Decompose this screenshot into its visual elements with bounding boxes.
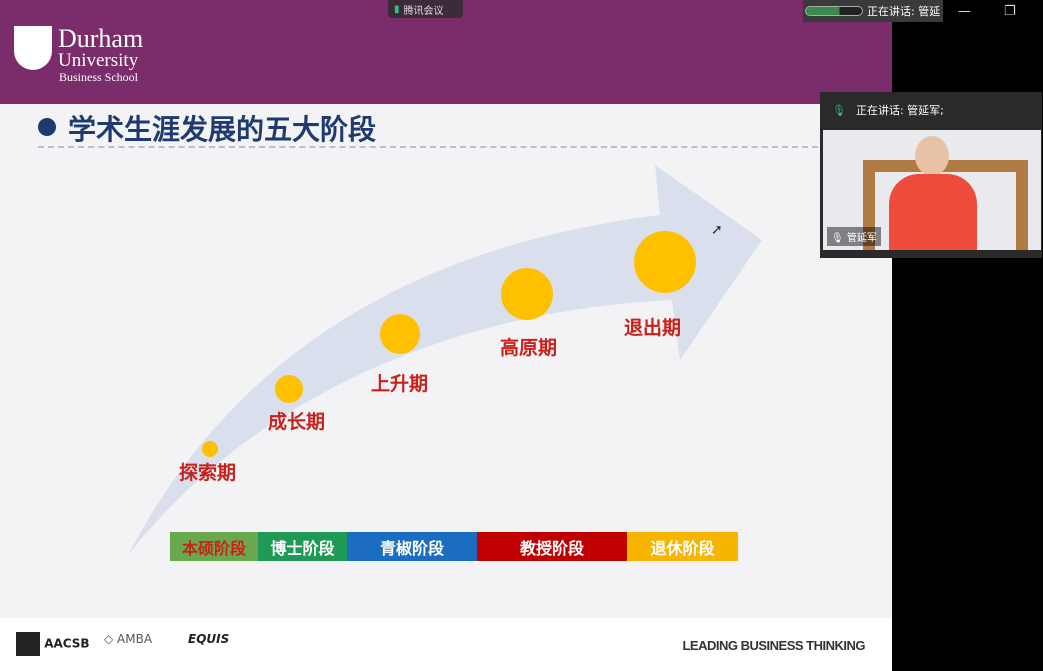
speaking-text: 正在讲话: 管延 bbox=[867, 5, 941, 18]
audio-meter bbox=[805, 6, 863, 16]
phase-circle bbox=[501, 268, 553, 320]
phase-label: 退出期 bbox=[624, 317, 682, 339]
slide-title: 学术生涯发展的五大阶段 bbox=[68, 113, 377, 146]
presentation-slide: Durham University Business School 学术生涯发展… bbox=[0, 0, 892, 671]
divider bbox=[38, 146, 818, 148]
stage-segment: 教授阶段 bbox=[477, 532, 627, 561]
participant-video: 🎙 管延军 bbox=[823, 130, 1041, 250]
stage-segment: 青椒阶段 bbox=[347, 532, 477, 561]
growth-arrow-diagram bbox=[128, 165, 762, 555]
meeting-status-bar[interactable]: ▮ 腾讯会议 bbox=[388, 0, 463, 18]
phase-circle bbox=[275, 375, 303, 403]
mouse-cursor-icon: ➚ bbox=[711, 222, 723, 238]
phase-label: 成长期 bbox=[268, 411, 326, 433]
person-body bbox=[889, 174, 977, 250]
logo-line1: Durham bbox=[58, 24, 144, 53]
bullet-icon bbox=[38, 118, 56, 136]
phase-label: 上升期 bbox=[371, 373, 429, 395]
stage-segment: 退休阶段 bbox=[627, 532, 738, 561]
phase-label: 探索期 bbox=[179, 462, 237, 484]
minimize-button[interactable]: — bbox=[958, 4, 971, 19]
app-title: 腾讯会议 bbox=[403, 5, 444, 17]
phase-circle bbox=[202, 441, 218, 457]
slide-footer: AACSB ◇ AMBA EQUIS LEADING BUSINESS THIN… bbox=[0, 618, 892, 671]
phase-circle bbox=[634, 231, 696, 293]
growth-arrow bbox=[128, 165, 762, 555]
amba-logo: ◇ AMBA bbox=[104, 632, 153, 646]
participant-name: 🎙 管延军 bbox=[827, 227, 881, 246]
signal-icon: ▮ bbox=[394, 3, 400, 15]
logo-line2: University bbox=[58, 50, 139, 71]
stage-segment: 本硕阶段 bbox=[170, 532, 258, 561]
shield-icon bbox=[14, 26, 52, 70]
phase-label: 高原期 bbox=[500, 337, 558, 359]
speaking-indicator: 正在讲话: 管延 bbox=[803, 0, 943, 22]
phase-circle bbox=[380, 314, 420, 354]
stage-segment: 博士阶段 bbox=[258, 532, 347, 561]
video-panel[interactable]: 🎙 正在讲话: 管延军; 🎙 管延军 bbox=[820, 92, 1042, 258]
microphone-icon: 🎙 bbox=[832, 103, 846, 117]
video-header: 🎙 正在讲话: 管延军; bbox=[820, 92, 1042, 128]
aacsb-logo: AACSB bbox=[16, 632, 90, 656]
person-head bbox=[915, 136, 949, 176]
logo-line3: Business School bbox=[59, 70, 139, 84]
tagline: LEADING BUSINESS THINKING bbox=[682, 638, 865, 653]
speaking-text: 正在讲话: 管延军; bbox=[855, 104, 944, 117]
equis-logo: EQUIS bbox=[188, 632, 230, 646]
restore-button[interactable]: ❐ bbox=[1004, 4, 1016, 19]
